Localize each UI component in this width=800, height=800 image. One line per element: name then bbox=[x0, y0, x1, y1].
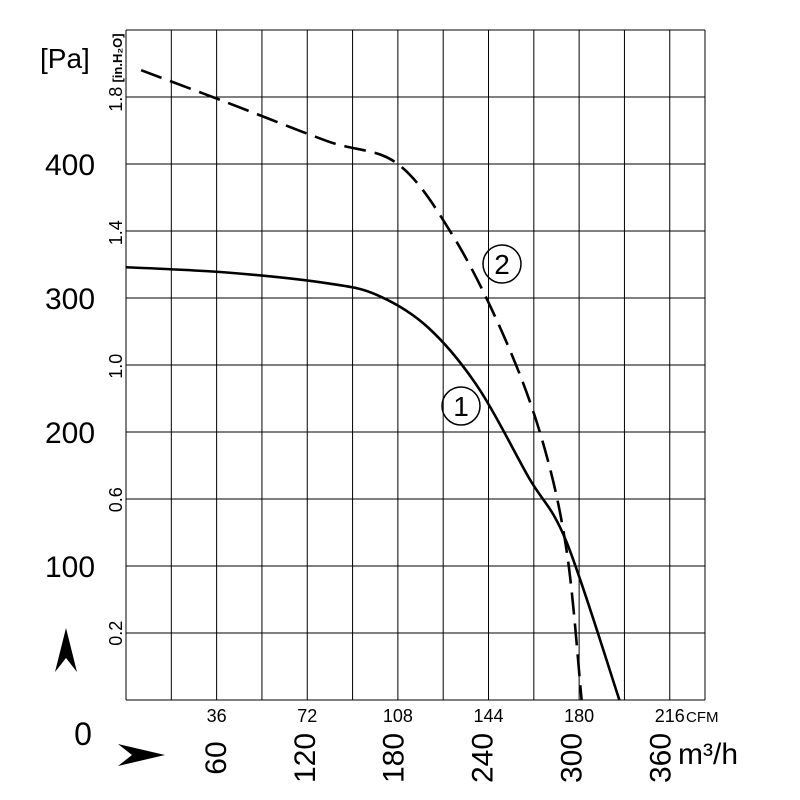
y-tick-label-inh2o: 1.0 bbox=[106, 354, 126, 379]
curve-markers: 12 bbox=[441, 244, 522, 426]
y-tick-label-pa: 200 bbox=[45, 417, 95, 450]
y-axis-arrow-icon bbox=[55, 628, 77, 672]
x-tick-label-cfm: 108 bbox=[383, 706, 413, 726]
x-unit-label-m3h: m³/h bbox=[678, 738, 738, 771]
x-tick-label-cfm: 180 bbox=[564, 706, 594, 726]
axis-arrows bbox=[55, 628, 165, 766]
y-tick-label-pa: 300 bbox=[45, 283, 95, 316]
grid bbox=[125, 29, 706, 701]
x-tick-label-cfm: 36 bbox=[207, 706, 227, 726]
x-tick-label-m3h: 360 bbox=[644, 733, 677, 783]
x-tick-label-cfm: 144 bbox=[473, 706, 503, 726]
x-tick-label-m3h: 240 bbox=[467, 733, 500, 783]
y-tick-label-inh2o: 0.6 bbox=[106, 487, 126, 512]
x-tick-label-cfm: 216 bbox=[655, 706, 685, 726]
x-axis-arrow-icon bbox=[118, 744, 165, 766]
curves bbox=[125, 68, 621, 701]
x-tick-label-m3h: 60 bbox=[200, 741, 233, 774]
y-tick-label-inh2o: 1.8 bbox=[106, 87, 126, 112]
series-line-1 bbox=[125, 265, 621, 701]
x-unit-label-cfm: CFM bbox=[686, 709, 719, 726]
y-tick-label-inh2o: 1.4 bbox=[106, 220, 126, 245]
series-marker-label-2: 2 bbox=[494, 249, 510, 280]
x-tick-label-m3h: 300 bbox=[556, 733, 589, 783]
y-unit-label-pa: [Pa] bbox=[40, 43, 90, 74]
series-line-2 bbox=[140, 68, 583, 701]
y-tick-label-pa: 100 bbox=[45, 551, 95, 584]
series-marker-label-1: 1 bbox=[453, 391, 469, 422]
series-marker-circle-1 bbox=[441, 386, 481, 426]
y-unit-label-inh2o: [in.H₂O] bbox=[110, 33, 125, 82]
axis-labels: 100 200 300 400 0.2 0.6 1.0 1.4 1.8 36 72 108 144 180… bbox=[40, 33, 738, 783]
series-marker-circle-2 bbox=[482, 244, 522, 284]
origin-label: 0 bbox=[74, 716, 92, 752]
x-tick-label-m3h: 180 bbox=[378, 733, 411, 783]
y-tick-label-pa: 400 bbox=[45, 149, 95, 182]
x-tick-label-m3h: 120 bbox=[289, 733, 322, 783]
x-tick-label-cfm: 72 bbox=[297, 706, 317, 726]
y-tick-label-inh2o: 0.2 bbox=[106, 621, 126, 646]
